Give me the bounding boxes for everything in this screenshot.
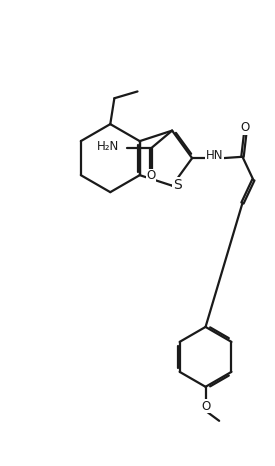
Text: O: O <box>147 169 156 182</box>
Text: O: O <box>201 400 210 413</box>
Text: H₂N: H₂N <box>97 140 119 153</box>
Text: HN: HN <box>206 150 224 163</box>
Text: O: O <box>241 121 250 134</box>
Text: S: S <box>173 178 182 192</box>
